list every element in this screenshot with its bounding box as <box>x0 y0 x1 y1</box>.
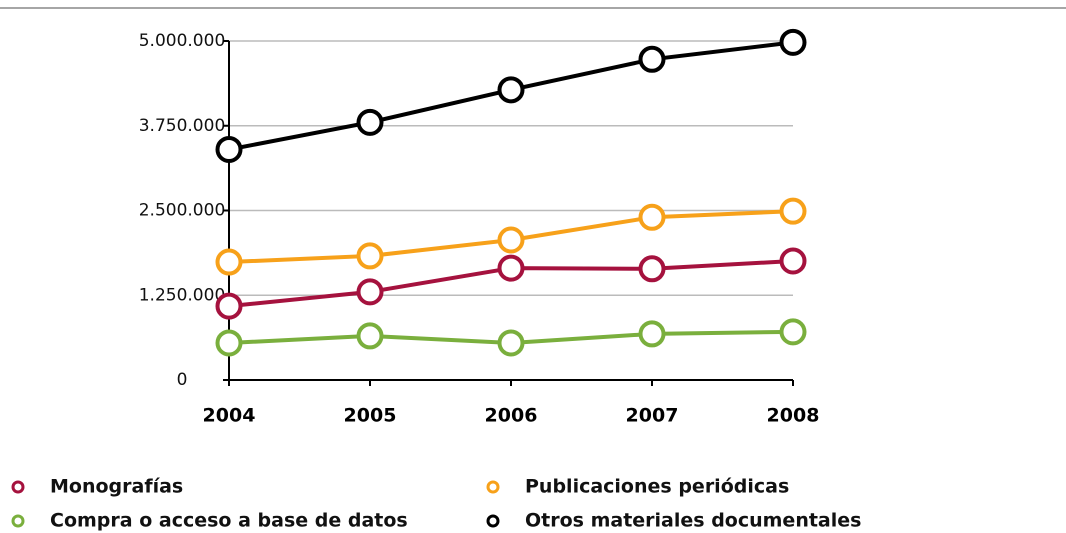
y-tick-label: 3.750.000 <box>139 116 226 136</box>
legend-label: Monografías <box>50 476 183 498</box>
legend-label: Publicaciones periódicas <box>525 476 789 498</box>
data-point <box>497 254 525 282</box>
legend-label: Compra o acceso a base de datos <box>50 510 408 532</box>
legend-marker <box>486 480 500 494</box>
y-tick-label: 0 <box>177 370 188 390</box>
data-point <box>497 76 525 104</box>
data-point <box>356 278 384 306</box>
legend-label: Otros materiales documentales <box>525 510 861 532</box>
y-tick-label: 1.250.000 <box>139 285 226 305</box>
data-point <box>638 203 666 231</box>
data-point <box>779 247 807 275</box>
data-point <box>638 45 666 73</box>
data-point <box>356 242 384 270</box>
data-point <box>497 226 525 254</box>
x-tick-label: 2006 <box>485 405 538 427</box>
data-point <box>638 255 666 283</box>
data-point <box>215 329 243 357</box>
x-tick-label: 2005 <box>344 405 397 427</box>
data-point <box>779 197 807 225</box>
data-point <box>356 322 384 350</box>
data-point <box>497 329 525 357</box>
data-point <box>638 320 666 348</box>
y-tick-label: 5.000.000 <box>139 31 226 51</box>
data-point <box>215 248 243 276</box>
x-tick-label: 2008 <box>767 405 820 427</box>
data-point <box>215 292 243 320</box>
legend-marker <box>11 480 25 494</box>
x-tick-label: 2004 <box>203 405 256 427</box>
legend-marker <box>11 514 25 528</box>
data-point <box>779 28 807 56</box>
data-point <box>215 135 243 163</box>
y-tick-label: 2.500.000 <box>139 201 226 221</box>
x-tick-label: 2007 <box>626 405 679 427</box>
data-point <box>356 108 384 136</box>
legend-marker <box>486 514 500 528</box>
data-point <box>779 318 807 346</box>
